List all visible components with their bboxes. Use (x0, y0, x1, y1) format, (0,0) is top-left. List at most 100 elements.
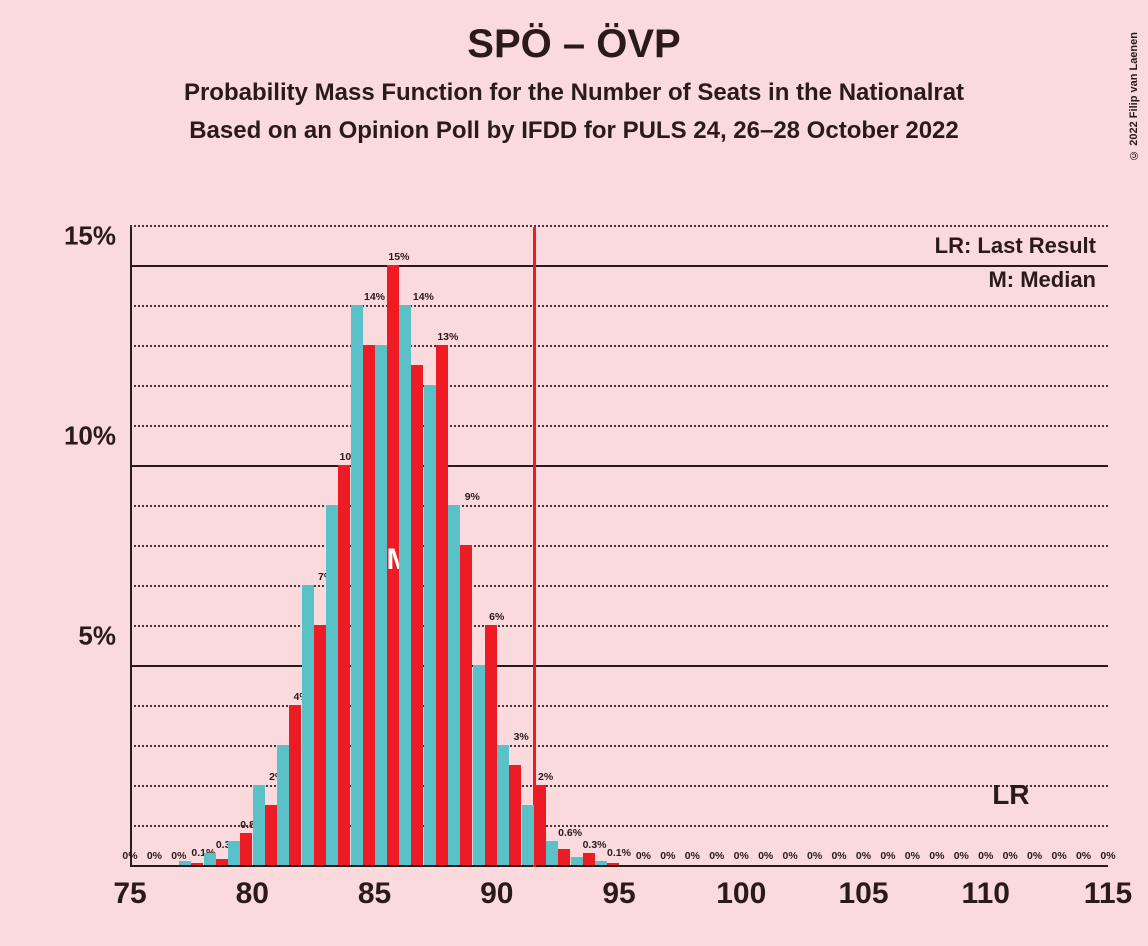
x-axis-label: 80 (236, 877, 269, 911)
bar-series-b (240, 833, 252, 865)
chart-subtitle-1: Probability Mass Function for the Number… (0, 79, 1148, 107)
bar-value-label: 0% (636, 850, 651, 862)
y-grid-major (130, 665, 1108, 667)
bar-value-label: 0% (734, 850, 749, 862)
y-grid-minor (130, 305, 1108, 307)
x-axis-label: 75 (113, 877, 146, 911)
bar-series-b (363, 345, 375, 865)
bar-value-label: 6% (489, 611, 504, 623)
x-axis-label: 90 (480, 877, 513, 911)
y-grid-minor (130, 505, 1108, 507)
bar-value-label: 0% (709, 850, 724, 862)
chart-area: 5%10%15%7580859095100105110115LR: Last R… (130, 227, 1108, 867)
x-axis-label: 95 (602, 877, 635, 911)
bar-series-a (473, 665, 485, 865)
bar-series-b (191, 863, 203, 865)
bar-series-b (411, 365, 423, 865)
bar-series-b (338, 465, 350, 865)
copyright-text: © 2022 Filip van Laenen (1128, 32, 1140, 161)
y-grid-minor (130, 225, 1108, 227)
bar-series-a (204, 853, 216, 865)
chart-subtitle-2: Based on an Opinion Poll by IFDD for PUL… (0, 117, 1148, 145)
bar-value-label: 9% (465, 491, 480, 503)
bar-value-label: 0.3% (583, 839, 607, 851)
bar-series-a (375, 345, 387, 865)
bar-value-label: 0.1% (607, 847, 631, 859)
bar-series-a (595, 861, 607, 865)
bar-value-label: 3% (514, 731, 529, 743)
bar-value-label: 0% (783, 850, 798, 862)
bar-series-a (399, 305, 411, 865)
bar-series-b (460, 545, 472, 865)
bar-value-label: 0% (1076, 850, 1091, 862)
bar-series-a (302, 585, 314, 865)
x-axis-label: 110 (962, 877, 1010, 911)
bar-series-a (326, 505, 338, 865)
bar-value-label: 0% (929, 850, 944, 862)
bar-series-a (253, 785, 265, 865)
bar-value-label: 13% (437, 331, 458, 343)
bar-value-label: 0% (1052, 850, 1067, 862)
y-axis-label: 10% (64, 421, 116, 452)
bar-value-label: 15% (388, 251, 409, 263)
bar-series-b (534, 785, 546, 865)
plot-region: 5%10%15%7580859095100105110115LR: Last R… (130, 227, 1108, 867)
bar-series-a (522, 805, 534, 865)
y-grid-minor (130, 625, 1108, 627)
y-axis-label: 5% (78, 621, 116, 652)
bar-value-label: 0% (1027, 850, 1042, 862)
bar-value-label: 0% (1100, 850, 1115, 862)
y-grid-minor (130, 545, 1108, 547)
bar-value-label: 0% (880, 850, 895, 862)
vertical-marker-line (533, 227, 536, 867)
y-grid-major (130, 465, 1108, 467)
bar-series-a (277, 745, 289, 865)
x-axis-label: 115 (1084, 877, 1132, 911)
bar-value-label: 14% (413, 291, 434, 303)
bar-series-b (314, 625, 326, 865)
bar-value-label: 0% (147, 850, 162, 862)
x-axis-label: 105 (838, 877, 888, 911)
y-grid-minor (130, 385, 1108, 387)
bar-series-b (509, 765, 521, 865)
bar-series-b (607, 863, 619, 865)
bar-series-b (436, 345, 448, 865)
bar-series-a (546, 841, 558, 865)
bar-value-label: 0.6% (558, 827, 582, 839)
bar-series-a (179, 861, 191, 865)
bar-value-label: 0% (660, 850, 675, 862)
y-grid-minor (130, 345, 1108, 347)
x-axis-line (130, 865, 1108, 867)
x-axis-label: 85 (358, 877, 391, 911)
x-axis-label: 100 (716, 877, 766, 911)
y-grid-major (130, 265, 1108, 267)
bar-series-b (289, 705, 301, 865)
chart-title: SPÖ – ÖVP (0, 22, 1148, 67)
bar-series-b (265, 805, 277, 865)
legend-median: M: Median (988, 267, 1096, 293)
bar-value-label: 0% (905, 850, 920, 862)
bar-value-label: 0% (758, 850, 773, 862)
bar-series-b (485, 625, 497, 865)
legend-last-result: LR: Last Result (935, 233, 1096, 259)
bar-series-b (558, 849, 570, 865)
bar-series-b (216, 859, 228, 865)
bar-value-label: 14% (364, 291, 385, 303)
bar-series-a (497, 745, 509, 865)
y-grid-minor (130, 425, 1108, 427)
y-axis-line (130, 227, 132, 867)
bar-series-a (351, 305, 363, 865)
y-grid-minor (130, 585, 1108, 587)
bar-value-label: 0% (856, 850, 871, 862)
bar-value-label: 2% (538, 771, 553, 783)
bar-series-a (571, 857, 583, 865)
bar-series-a (228, 841, 240, 865)
bar-value-label: 0% (807, 850, 822, 862)
bar-value-label: 0% (954, 850, 969, 862)
bar-value-label: 0% (685, 850, 700, 862)
y-axis-label: 15% (64, 221, 116, 252)
y-grid-minor (130, 705, 1108, 707)
bar-value-label: 0% (1003, 850, 1018, 862)
bar-series-a (424, 385, 436, 865)
bar-value-label: 0% (978, 850, 993, 862)
